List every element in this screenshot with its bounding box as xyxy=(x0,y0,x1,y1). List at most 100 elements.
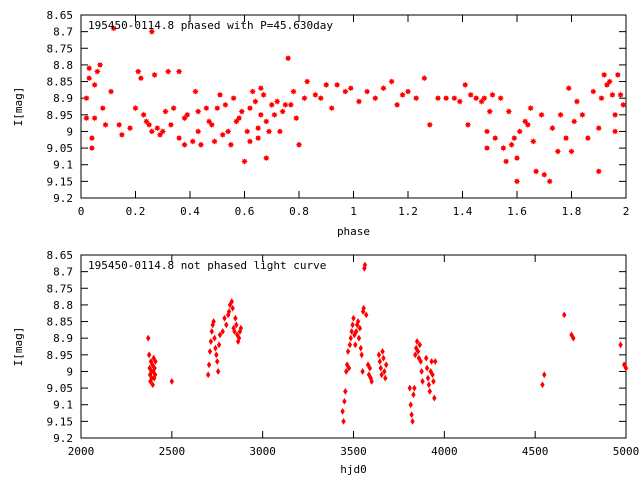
phased-data-point xyxy=(412,94,420,102)
unphased-xtick-label: 2500 xyxy=(159,445,186,458)
phased-data-point xyxy=(434,94,442,102)
unphased-data-point xyxy=(229,298,234,305)
phased-data-point xyxy=(246,138,254,145)
unphased-data-point xyxy=(359,351,364,359)
unphased-data-point xyxy=(356,334,362,342)
unphased-data-point xyxy=(418,358,423,365)
unphased-data-point xyxy=(152,371,158,379)
phased-ytick-label: 9.05 xyxy=(47,142,74,155)
phased-xtick-label: 0.4 xyxy=(180,205,200,218)
unphased-data-point xyxy=(362,264,367,272)
phased-data-point xyxy=(274,98,281,105)
phased-data-point xyxy=(287,101,295,109)
unphased-ytick-label: 9.2 xyxy=(53,432,73,445)
phased-data-point xyxy=(192,88,199,95)
unphased-data-point xyxy=(417,341,423,349)
unphased-data-point xyxy=(431,378,436,385)
phased-data-point xyxy=(249,88,256,95)
unphased-data-point xyxy=(235,331,240,339)
unphased-ytick-label: 9.1 xyxy=(53,399,73,412)
unphased-data-point xyxy=(344,368,349,375)
phased-data-point xyxy=(284,55,292,62)
phased-data-point xyxy=(609,91,616,99)
phased-data-point xyxy=(165,68,172,75)
unphased-data-point xyxy=(562,311,567,319)
phased-data-point xyxy=(617,91,624,99)
phased-data-point xyxy=(268,101,275,109)
unphased-data-point xyxy=(349,328,354,335)
unphased-data-point xyxy=(351,314,356,322)
unphased-data-point xyxy=(415,348,421,355)
unphased-data-point xyxy=(416,354,422,362)
phased-xtick-label: 0.8 xyxy=(289,205,309,218)
phased-data-point xyxy=(214,104,221,112)
phased-data-point xyxy=(85,65,93,72)
unphased-data-point xyxy=(213,344,218,352)
phased-data-point xyxy=(175,68,183,75)
phased-data-point xyxy=(102,121,109,128)
unphased-data-point xyxy=(151,354,156,362)
phased-data-point xyxy=(456,98,463,105)
phased-data-point xyxy=(263,118,270,125)
unphased-data-point xyxy=(430,371,435,379)
phased-data-point xyxy=(227,141,235,148)
phased-ytick-label: 9 xyxy=(66,125,73,138)
phased-ytick-label: 8.65 xyxy=(47,9,74,22)
unphased-y-axis-label: I[mag] xyxy=(12,327,25,367)
unphased-xtick-label: 3000 xyxy=(249,445,276,458)
phased-data-point xyxy=(148,128,156,135)
phased-data-point xyxy=(557,111,564,119)
phased-data-point xyxy=(595,124,602,132)
unphased-data-point xyxy=(623,364,629,372)
unphased-data-point xyxy=(238,324,244,332)
phased-data-point xyxy=(489,91,496,99)
phased-data-point xyxy=(363,88,371,95)
phased-data-point xyxy=(317,94,324,102)
unphased-data-point xyxy=(153,358,158,365)
phased-data-point xyxy=(83,94,90,102)
unphased-ytick-label: 9.05 xyxy=(47,382,74,395)
phased-data-point xyxy=(208,121,215,128)
phased-data-point xyxy=(135,68,142,75)
phased-data-point xyxy=(88,144,96,152)
phased-ytick-label: 8.9 xyxy=(53,92,73,105)
phased-data-point xyxy=(96,61,104,69)
unphased-data-point xyxy=(226,308,232,315)
phased-data-point xyxy=(541,171,548,178)
phased-xtick-label: 1.4 xyxy=(453,205,473,218)
phased-data-point xyxy=(293,114,300,122)
unphased-data-point xyxy=(146,351,152,359)
unphased-data-point xyxy=(420,378,425,385)
unphased-data-point xyxy=(216,341,222,349)
phased-data-point xyxy=(524,121,532,128)
unphased-data-point xyxy=(540,381,545,389)
phased-data-point xyxy=(516,128,523,135)
phased-data-point xyxy=(595,168,602,175)
phased-data-point xyxy=(333,81,341,89)
phased-data-point xyxy=(511,134,518,142)
phased-data-point xyxy=(462,81,469,89)
unphased-data-point xyxy=(414,338,420,345)
unphased-data-point xyxy=(429,358,434,365)
phased-data-point xyxy=(606,78,613,85)
unphased-data-point xyxy=(345,348,351,355)
unphased-data-point xyxy=(369,378,374,385)
unphased-data-point xyxy=(423,354,429,362)
phased-ytick-label: 9.15 xyxy=(47,175,74,188)
unphased-ytick-label: 8.95 xyxy=(47,349,74,362)
phased-ytick-label: 8.95 xyxy=(47,109,74,122)
phased-data-point xyxy=(254,134,262,142)
phased-y-axis-label: I[mag] xyxy=(12,87,25,127)
phased-data-point xyxy=(252,98,259,105)
unphased-data-point xyxy=(380,348,385,355)
unphased-data-point xyxy=(378,364,383,372)
phased-data-point xyxy=(568,148,575,155)
phased-data-point xyxy=(99,104,106,112)
unphased-data-point xyxy=(362,261,368,269)
unphased-data-point xyxy=(413,344,419,352)
phased-data-point xyxy=(508,141,515,148)
phased-data-point xyxy=(549,124,556,132)
unphased-xtick-label: 3500 xyxy=(340,445,367,458)
phased-ytick-label: 9.1 xyxy=(53,159,73,172)
phased-data-point xyxy=(88,134,96,142)
